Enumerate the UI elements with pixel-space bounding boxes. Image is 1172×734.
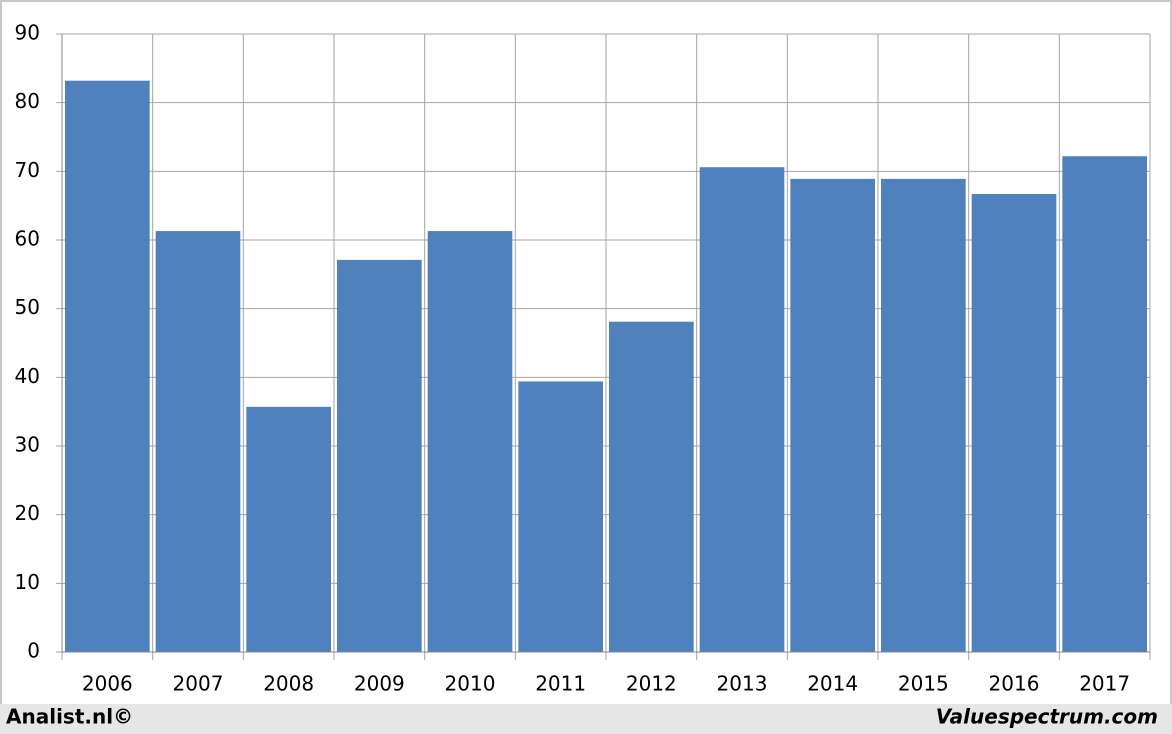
bar: [337, 259, 422, 652]
bar: [790, 178, 875, 653]
x-tick-label: 2006: [82, 672, 133, 696]
y-tick-label: 60: [15, 227, 40, 251]
y-tick-label: 50: [15, 295, 40, 319]
x-tick-label: 2009: [354, 672, 405, 696]
bar: [246, 406, 331, 652]
x-tick-label: 2017: [1079, 672, 1130, 696]
footer-right: Valuespectrum.com: [936, 705, 1158, 729]
bar: [881, 178, 966, 653]
x-tick-label: 2011: [535, 672, 586, 696]
x-tick-label: 2016: [989, 672, 1040, 696]
y-tick-label: 0: [27, 639, 40, 663]
bar: [609, 321, 694, 652]
bar: [699, 167, 785, 653]
y-tick-label: 70: [15, 158, 40, 182]
bar: [518, 381, 603, 652]
x-tick-label: 2008: [263, 672, 314, 696]
x-tick-label: 2015: [898, 672, 949, 696]
x-tick-label: 2007: [173, 672, 224, 696]
y-tick-label: 90: [15, 21, 40, 45]
y-tick-label: 10: [15, 570, 40, 594]
y-tick-label: 40: [15, 364, 40, 388]
x-tick-label: 2012: [626, 672, 677, 696]
y-tick-label: 80: [15, 89, 40, 113]
bar: [427, 231, 513, 652]
x-tick-label: 2013: [717, 672, 768, 696]
x-tick-label: 2014: [807, 672, 858, 696]
y-tick-label: 20: [15, 501, 40, 525]
y-tick-label: 30: [15, 433, 40, 457]
bar: [1062, 156, 1147, 652]
footer-left: Analist.nl©: [6, 705, 133, 729]
footer-band: [0, 704, 1172, 734]
bar: [65, 80, 150, 652]
bar: [155, 231, 241, 652]
x-tick-label: 2010: [445, 672, 496, 696]
bar: [971, 193, 1057, 652]
